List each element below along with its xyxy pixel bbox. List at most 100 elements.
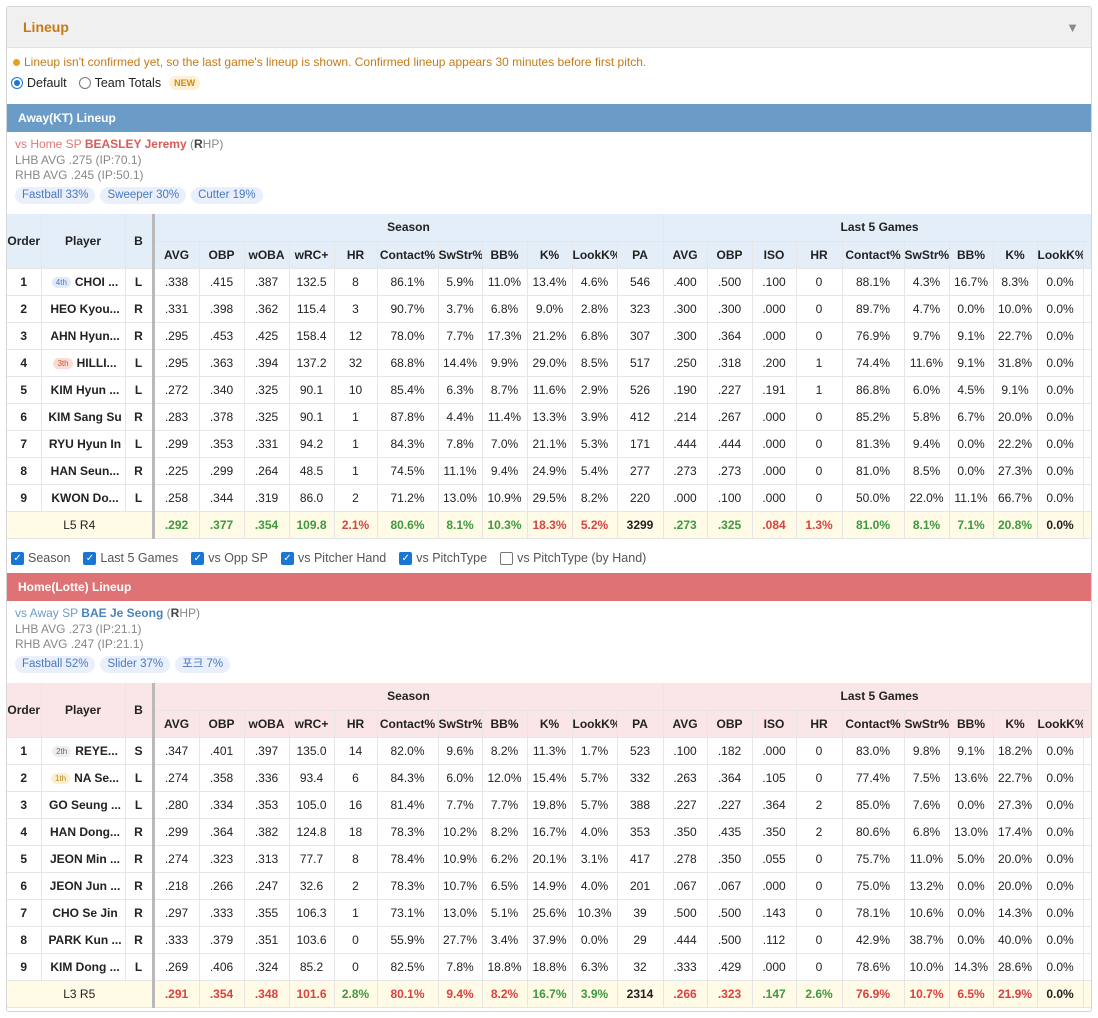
col-season-hr[interactable]: HR <box>334 241 378 269</box>
player-name[interactable]: CHOI ... <box>74 274 119 289</box>
col-last5-contact[interactable]: Contact% <box>842 710 905 738</box>
player-cell[interactable]: KIM Sang Su <box>41 403 126 431</box>
filter-option[interactable]: ✓ Last 5 Games <box>83 551 178 565</box>
col-season-swstr[interactable]: SwStr% <box>438 710 483 738</box>
table-row[interactable]: 3 GO Seung ... L .280.334.353 105.0 16 81.4% 7.… <box>7 791 1091 819</box>
col-season-woba[interactable]: wOBA <box>244 241 290 269</box>
table-row[interactable]: 3 AHN Hyun... R .295.453.425 158.4 12 78.0% 7.7… <box>7 322 1091 350</box>
player-cell[interactable]: KIM Dong ... <box>41 953 126 981</box>
player-name[interactable]: JEON Min ... <box>49 851 120 866</box>
player-cell[interactable]: 4th CHOI ... <box>41 268 126 296</box>
player-cell[interactable]: KIM Hyun ... <box>41 376 126 404</box>
pitch-chip[interactable]: 포크 7% <box>175 656 231 673</box>
col-season-contact[interactable]: Contact% <box>377 710 439 738</box>
player-name[interactable]: CHO Se Jin <box>52 905 118 920</box>
player-cell[interactable]: PARK Kun ... <box>41 926 126 954</box>
player-name[interactable]: KIM Sang Su <box>48 409 122 424</box>
view-team-totals-option[interactable]: Team Totals <box>78 76 161 90</box>
col-last5-obp[interactable]: OBP <box>707 710 753 738</box>
col-last5-hr[interactable]: HR <box>796 710 843 738</box>
player-cell[interactable]: AHN Hyun... <box>41 322 126 350</box>
table-row[interactable]: 7 RYU Hyun In L .299.353.331 94.2 1 84.3% 7.8% 7… <box>7 430 1091 458</box>
col-season-avg[interactable]: AVG <box>151 241 200 269</box>
radio-team-totals[interactable] <box>78 77 91 89</box>
col-last5-iso[interactable]: ISO <box>752 710 797 738</box>
col-last5-bb[interactable]: BB% <box>949 241 994 269</box>
player-name[interactable]: HEO Kyou... <box>50 301 120 316</box>
player-name[interactable]: REYE... <box>75 743 118 758</box>
checkbox[interactable] <box>500 551 514 565</box>
col-last5-hr[interactable]: HR <box>796 241 843 269</box>
col-season-bb[interactable]: BB% <box>482 241 528 269</box>
col-player[interactable]: Player <box>41 683 126 738</box>
player-name[interactable]: AHN Hyun... <box>50 328 120 343</box>
table-row[interactable]: 2 HEO Kyou... R .331.398.362 115.4 3 90.7% 3.7%… <box>7 295 1091 323</box>
player-cell[interactable]: KWON Do... <box>41 484 126 512</box>
col-player[interactable]: Player <box>41 214 126 269</box>
radio-default[interactable] <box>11 77 23 89</box>
pitch-chip[interactable]: Cutter 19% <box>191 187 263 204</box>
col-last5-contact[interactable]: Contact% <box>842 241 905 269</box>
col-bats[interactable]: B <box>125 214 154 269</box>
table-row[interactable]: 5 KIM Hyun ... L .272.340.325 90.1 10 85.4% 6.3… <box>7 376 1091 404</box>
table-row[interactable]: 1 2th REYE... S .347.401.397 135.0 14 82.0% 9.6%… <box>7 737 1091 765</box>
player-name[interactable]: NA Se... <box>74 770 120 785</box>
col-season-woba[interactable]: wOBA <box>244 710 290 738</box>
col-season-obp[interactable]: OBP <box>199 710 245 738</box>
table-row[interactable]: 9 KIM Dong ... L .269.406.324 85.2 0 82.5% 7.8%… <box>7 953 1091 981</box>
filter-option[interactable]: ✓ vs Pitcher Hand <box>280 551 386 565</box>
table-row[interactable]: 8 PARK Kun ... R .333.379.351 103.6 0 55.9% 27.… <box>7 926 1091 954</box>
col-last5-bb[interactable]: BB% <box>949 710 994 738</box>
col-last5-swstr[interactable]: SwStr% <box>904 710 950 738</box>
player-cell[interactable]: GO Seung ... <box>41 791 126 819</box>
player-name[interactable]: RYU Hyun In <box>48 436 122 451</box>
table-row[interactable]: 2 1th NA Se... L .274.358.336 93.4 6 84.3% 6.0% 1… <box>7 764 1091 792</box>
table-row[interactable]: 5 JEON Min ... R .274.323.313 77.7 8 78.4% 10.9… <box>7 845 1091 873</box>
col-last5-obp[interactable]: OBP <box>707 241 753 269</box>
player-cell[interactable]: 2th REYE... <box>41 737 126 765</box>
col-last5-avg[interactable]: AVG <box>662 241 708 269</box>
filter-option[interactable]: ✓ vs Opp SP <box>191 551 268 565</box>
col-last5-avg[interactable]: AVG <box>662 710 708 738</box>
col-season-pa[interactable]: PA <box>617 710 664 738</box>
player-name[interactable]: HILLI... <box>76 355 117 370</box>
table-row[interactable]: 4 3th HILLI... L .295.363.394 137.2 32 68.8% 14.… <box>7 349 1091 377</box>
table-row[interactable]: 9 KWON Do... L .258.344.319 86.0 2 71.2% 13.0% 1… <box>7 484 1091 512</box>
player-name[interactable]: HAN Dong... <box>50 824 120 839</box>
col-season-pa[interactable]: PA <box>617 241 664 269</box>
col-last5-iso[interactable]: ISO <box>752 241 797 269</box>
col-season-k[interactable]: K% <box>527 241 573 269</box>
filter-option[interactable]: ✓ vs PitchType <box>399 551 487 565</box>
col-season-wrc[interactable]: wRC+ <box>289 241 335 269</box>
filter-option[interactable]: vs PitchType (by Hand) <box>500 551 646 565</box>
col-last5-lookk[interactable]: LookK% <box>1037 241 1084 269</box>
col-last5-k[interactable]: K% <box>993 710 1038 738</box>
player-cell[interactable]: HEO Kyou... <box>41 295 126 323</box>
pitch-chip[interactable]: Fastball 52% <box>15 656 96 673</box>
col-season-obp[interactable]: OBP <box>199 241 245 269</box>
player-cell[interactable]: RYU Hyun In <box>41 430 126 458</box>
table-row[interactable]: 7 CHO Se Jin R .297.333.355 106.3 1 73.1% 13.0%… <box>7 899 1091 927</box>
pitch-chip[interactable]: Sweeper 30% <box>100 187 187 204</box>
table-row[interactable]: 1 4th CHOI ... L .338.415.387 132.5 8 86.1% 5.9%… <box>7 268 1091 296</box>
checkbox[interactable]: ✓ <box>191 551 205 565</box>
table-row[interactable]: 8 HAN Seun... R .225.299.264 48.5 1 74.5% 11.1%… <box>7 457 1091 485</box>
col-order[interactable]: Order <box>7 214 42 269</box>
col-order[interactable]: Order <box>7 683 42 738</box>
player-cell[interactable]: 3th HILLI... <box>41 349 126 377</box>
player-name[interactable]: PARK Kun ... <box>48 932 122 947</box>
checkbox[interactable]: ✓ <box>83 551 97 565</box>
col-last5-lookk[interactable]: LookK% <box>1037 710 1084 738</box>
player-cell[interactable]: JEON Jun ... <box>41 872 126 900</box>
player-cell[interactable]: HAN Seun... <box>41 457 126 485</box>
col-last5-k[interactable]: K% <box>993 241 1038 269</box>
player-name[interactable]: HAN Seun... <box>50 463 120 478</box>
table-row[interactable]: 6 KIM Sang Su R .283.378.325 90.1 1 87.8% 4.4% 1… <box>7 403 1091 431</box>
col-season-contact[interactable]: Contact% <box>377 241 439 269</box>
pitch-chip[interactable]: Fastball 33% <box>15 187 96 204</box>
player-cell[interactable]: 1th NA Se... <box>41 764 126 792</box>
filter-option[interactable]: ✓ Season <box>11 551 70 565</box>
col-season-avg[interactable]: AVG <box>151 710 200 738</box>
table-row[interactable]: 4 HAN Dong... R .299.364.382 124.8 18 78.3% 10.… <box>7 818 1091 846</box>
player-cell[interactable]: CHO Se Jin <box>41 899 126 927</box>
